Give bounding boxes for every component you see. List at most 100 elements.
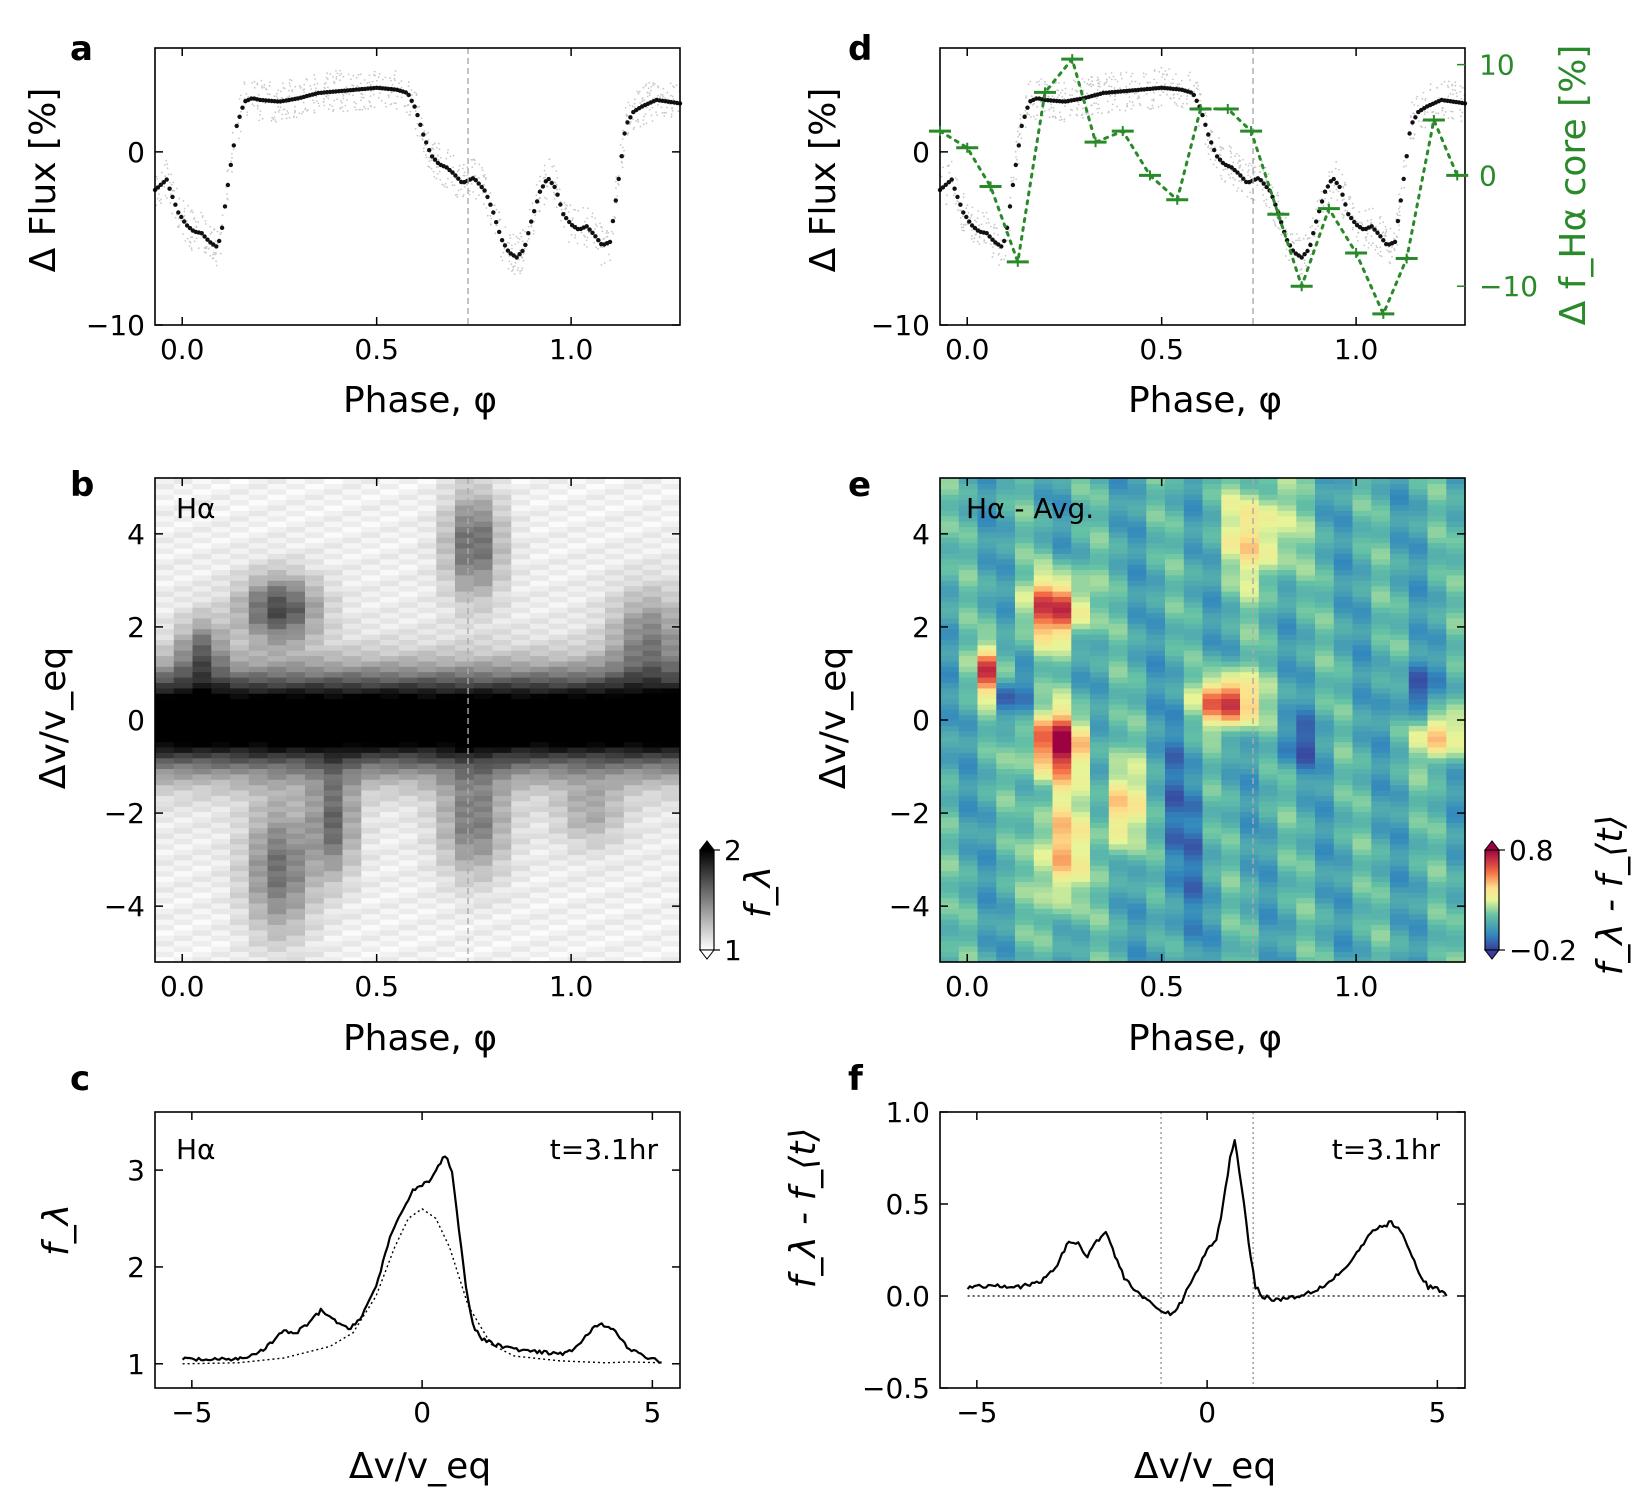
panel-d-raw-point: [981, 211, 984, 214]
panel-b-heatmap-cell: [398, 499, 419, 506]
panel-b-heatmap-cell: [398, 773, 419, 780]
panel-b-heatmap-cell: [623, 795, 644, 802]
panel-b-heatmap-cell: [173, 596, 194, 603]
panel-b-heatmap-cell: [530, 590, 550, 597]
panel-b-heatmap-cell: [548, 789, 569, 796]
panel-b-heatmap-cell: [455, 703, 475, 710]
panel-d-raw-point: [1400, 187, 1403, 190]
panel-b-heatmap-cell: [417, 687, 437, 694]
panel-a-raw-point: [494, 232, 497, 235]
panel-d-raw-point: [1059, 116, 1062, 118]
panel-a-raw-point: [517, 241, 520, 244]
panel-b-heatmap-cell: [586, 940, 606, 947]
panel-b-heatmap-cell: [642, 666, 662, 673]
panel-b-heatmap-cell: [492, 515, 512, 522]
panel-b-heatmap-cell: [230, 542, 250, 549]
panel-b-heatmap-cell: [323, 881, 344, 888]
panel-e-heatmap-cell: [958, 634, 979, 640]
panel-b-heatmap-cell: [623, 752, 644, 759]
panel-d-raw-point: [1238, 167, 1241, 169]
panel-d-raw-point: [962, 226, 965, 229]
panel-a-raw-point: [602, 238, 605, 241]
panel-a-raw-point: [268, 93, 271, 96]
panel-d-raw-point: [1178, 83, 1181, 85]
panel-b-heatmap-cell: [192, 650, 212, 657]
panel-a-raw-point: [470, 183, 473, 185]
panel-b-heatmap-cell: [155, 628, 175, 635]
panel-b-heatmap-cell: [511, 709, 531, 716]
panel-b-heatmap-cell: [230, 569, 250, 576]
panel-b-heatmap-cell: [586, 623, 606, 630]
panel-b-heatmap-cell: [155, 655, 175, 662]
panel-e-heatmap-cell: [958, 811, 979, 818]
panel-d-raw-point: [1145, 93, 1148, 95]
panel-d-raw-point: [1175, 73, 1177, 75]
panel-b-heatmap-cell: [267, 913, 287, 920]
panel-e-heatmap-cell: [958, 800, 979, 807]
panel-d-raw-point: [1137, 95, 1140, 98]
panel-b-heatmap-cell: [173, 666, 194, 673]
panel-b-heatmap-cell: [361, 660, 381, 667]
panel-b-heatmap-cell: [361, 650, 381, 657]
panel-b-heatmap-cell: [661, 521, 681, 527]
panel-b-heatmap-cell: [530, 682, 550, 689]
panel-b-heatmap-cell: [605, 908, 625, 915]
panel-a-raw-point: [650, 114, 653, 117]
panel-d-raw-point: [1175, 103, 1178, 105]
panel-d-raw-point: [1356, 221, 1359, 224]
panel-b-heatmap-cell: [173, 650, 194, 657]
panel-b-heatmap-cell: [436, 703, 456, 710]
panel-b-heatmap-cell: [230, 757, 250, 764]
panel-b-heatmap-cell: [342, 924, 362, 931]
panel-a-raw-point: [483, 203, 485, 206]
panel-d-raw-point: [1077, 101, 1080, 104]
panel-e-heatmap-cell: [958, 945, 979, 952]
panel-d-raw-point: [1302, 237, 1305, 240]
panel-b-heatmap-cell: [267, 859, 287, 866]
panel-d-raw-point: [1284, 216, 1287, 219]
panel-a-binned-point: [415, 112, 420, 118]
panel-a-raw-point: [269, 81, 271, 83]
panel-b-heatmap-cell: [286, 590, 306, 597]
panel-b-heatmap-cell: [455, 558, 475, 565]
panel-b-heatmap-cell: [286, 725, 306, 732]
panel-b-heatmap-cell: [305, 564, 325, 570]
panel-b-heatmap-cell: [511, 634, 531, 640]
panel-b-heatmap-cell: [623, 902, 644, 909]
panel-b-heatmap-cell: [286, 542, 306, 549]
panel-b-heatmap-cell: [511, 655, 531, 662]
panel-b-heatmap-cell: [192, 741, 212, 748]
panel-b-heatmap-cell: [661, 682, 681, 689]
panel-b-heatmap-cell: [530, 612, 550, 619]
panel-a-raw-point: [341, 101, 343, 104]
panel-a-raw-point: [189, 241, 192, 244]
panel-b-heatmap-cell: [267, 483, 287, 490]
panel-b-heatmap-cell: [511, 838, 531, 845]
panel-a-raw-point: [253, 81, 256, 83]
panel-d-raw-point: [1377, 252, 1379, 255]
panel-b-heatmap-cell: [248, 924, 269, 931]
panel-b-heatmap-cell: [230, 703, 250, 710]
panel-b-heatmap-cell: [323, 494, 344, 501]
panel-a-raw-point: [326, 78, 329, 81]
panel-b-colorbar: [699, 849, 715, 951]
panel-d-raw-point: [1447, 117, 1450, 119]
panel-b-heatmap-cell: [398, 870, 419, 877]
panel-b-heatmap-cell: [642, 741, 662, 748]
panel-a-raw-point: [662, 87, 665, 90]
panel-b-heatmap-cell: [661, 650, 681, 657]
panel-a-raw-point: [489, 192, 492, 195]
panel-a-raw-point: [463, 174, 466, 177]
panel-b-heatmap-cell: [380, 902, 400, 909]
panel-a-raw-point: [395, 108, 398, 110]
panel-a-binned-point: [412, 104, 417, 109]
panel-a-raw-point: [303, 83, 306, 86]
panel-b-heatmap-cell: [436, 499, 456, 506]
panel-b-heatmap-cell: [455, 924, 475, 931]
panel-b-heatmap-cell: [305, 945, 325, 952]
panel-b-heatmap-cell: [436, 542, 456, 549]
panel-b-heatmap-cell: [323, 795, 344, 802]
panel-b-heatmap-cell: [548, 843, 569, 850]
panel-a-raw-point: [633, 102, 636, 105]
panel-b-heatmap-cell: [361, 827, 381, 834]
